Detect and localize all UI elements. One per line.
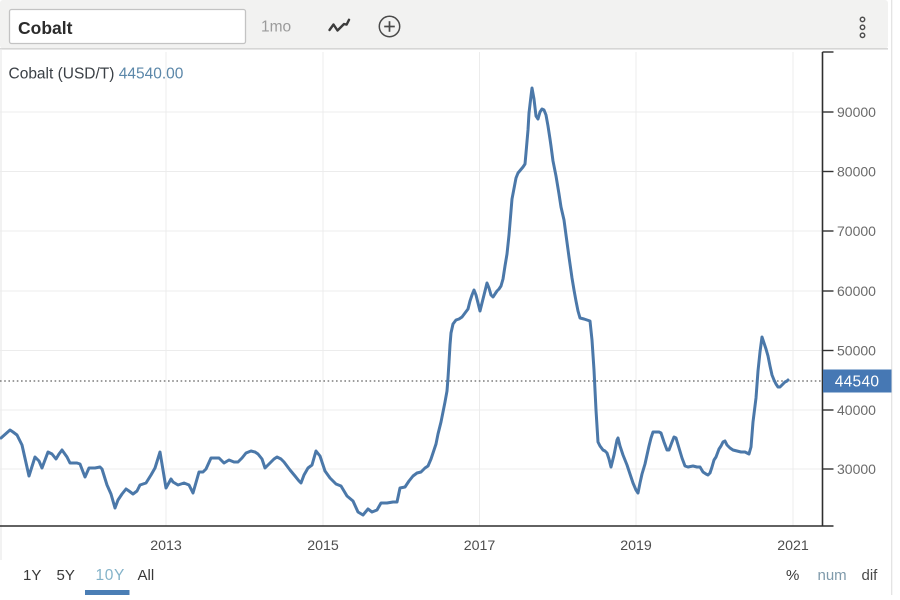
svg-text:30000: 30000: [837, 461, 876, 477]
svg-text:2021: 2021: [777, 538, 809, 554]
svg-text:5Y: 5Y: [57, 567, 75, 584]
svg-text:num: num: [818, 567, 847, 584]
svg-text:10Y: 10Y: [96, 567, 125, 584]
svg-text:44540: 44540: [835, 374, 880, 391]
svg-text:80000: 80000: [837, 163, 876, 179]
svg-text:1Y: 1Y: [23, 567, 41, 584]
svg-text:40000: 40000: [837, 402, 876, 418]
svg-text:All: All: [138, 567, 155, 584]
svg-text:50000: 50000: [837, 342, 876, 358]
svg-text:2019: 2019: [620, 538, 652, 554]
svg-text:2015: 2015: [307, 538, 339, 554]
svg-text:dif: dif: [862, 567, 879, 584]
svg-text:Cobalt (USD/T) 44540.00: Cobalt (USD/T) 44540.00: [9, 66, 184, 83]
svg-text:70000: 70000: [837, 223, 876, 239]
svg-text:2017: 2017: [464, 538, 496, 554]
svg-text:Cobalt: Cobalt: [18, 18, 73, 38]
svg-text:90000: 90000: [837, 104, 876, 120]
svg-text:%: %: [786, 567, 799, 584]
svg-text:2013: 2013: [150, 538, 182, 554]
svg-text:1mo: 1mo: [261, 19, 291, 36]
svg-text:60000: 60000: [837, 283, 876, 299]
